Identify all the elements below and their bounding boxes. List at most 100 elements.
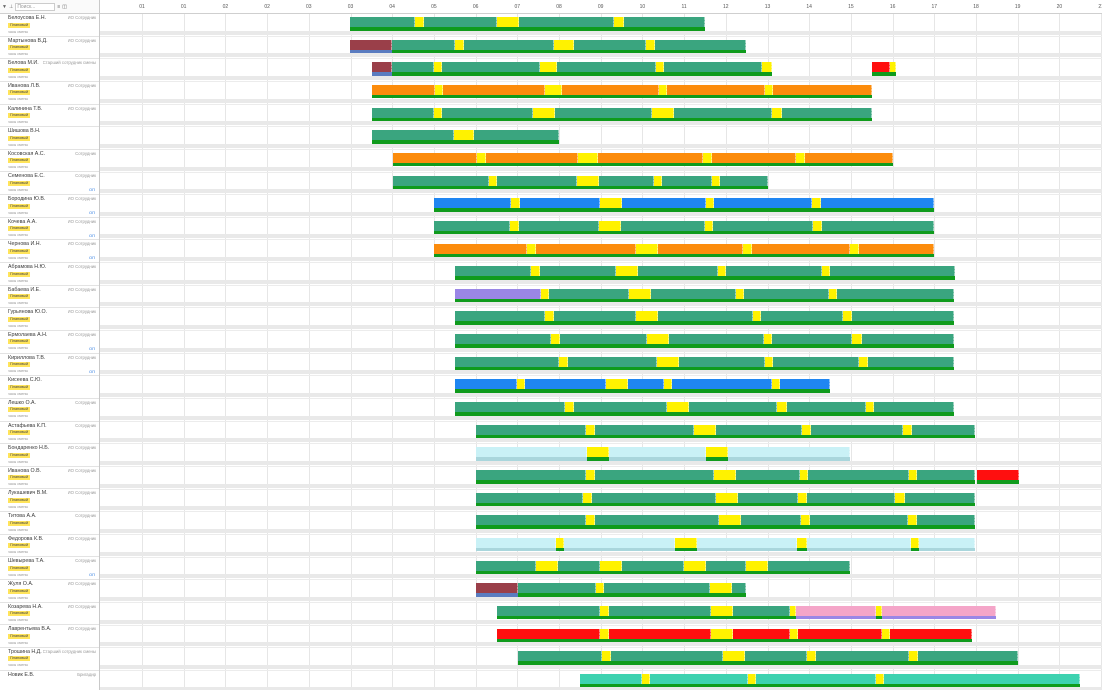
shift-segment[interactable] bbox=[837, 288, 954, 299]
shift-segment[interactable] bbox=[638, 266, 718, 277]
break-segment[interactable] bbox=[706, 198, 714, 209]
break-segment[interactable] bbox=[606, 379, 628, 390]
employee-row[interactable]: Лешко О.А. Сотрудник Плановый часы смены bbox=[0, 399, 99, 422]
shift-segment[interactable] bbox=[890, 628, 972, 639]
shift-segment[interactable] bbox=[651, 288, 736, 299]
shift-segment[interactable] bbox=[595, 470, 714, 480]
break-segment[interactable] bbox=[541, 288, 549, 299]
shift-segment[interactable] bbox=[782, 107, 872, 118]
shift-segment[interactable] bbox=[554, 311, 636, 322]
shift-segment[interactable] bbox=[780, 379, 830, 390]
break-segment[interactable] bbox=[694, 424, 716, 435]
shift-segment[interactable] bbox=[672, 379, 772, 390]
break-segment[interactable] bbox=[711, 605, 733, 616]
break-segment[interactable] bbox=[706, 447, 728, 458]
break-segment[interactable] bbox=[586, 470, 595, 480]
shift-segment[interactable] bbox=[658, 243, 743, 254]
employee-row[interactable]: Белоусова Е.Н. ИО Сотрудник Плановый часы с… bbox=[0, 14, 99, 37]
employee-row[interactable]: Новик Е.В. Бригадир bbox=[0, 671, 99, 690]
shift-segment[interactable] bbox=[884, 673, 1080, 684]
break-segment[interactable] bbox=[654, 175, 662, 186]
shift-segment[interactable] bbox=[519, 220, 599, 231]
shift-segment[interactable] bbox=[609, 447, 706, 458]
break-segment[interactable] bbox=[711, 628, 733, 639]
shift-segment[interactable] bbox=[882, 605, 996, 616]
employee-row[interactable]: Кисеева С.Ю. Плановый часы смены bbox=[0, 376, 99, 399]
shift-segment[interactable] bbox=[919, 537, 975, 548]
break-segment[interactable] bbox=[812, 198, 821, 209]
employee-row[interactable]: Бородина Ю.В. ИО Сотрудник Плановый часы см… bbox=[0, 195, 99, 218]
employee-row[interactable]: Астафьева К.П. Сотрудник Плановый часы смен… bbox=[0, 422, 99, 445]
view-button[interactable]: ◫ bbox=[62, 3, 67, 10]
shift-segment[interactable] bbox=[580, 673, 642, 684]
employee-row[interactable]: Шевырева Т.А. Сотрудник Плановый часы смены… bbox=[0, 557, 99, 581]
break-segment[interactable] bbox=[646, 39, 655, 50]
shift-segment[interactable] bbox=[674, 107, 772, 118]
employee-row[interactable]: Иванова О.В. ИО Сотрудник Плановый часы сме… bbox=[0, 467, 99, 490]
break-segment[interactable] bbox=[616, 266, 638, 277]
break-segment[interactable] bbox=[511, 198, 520, 209]
break-segment[interactable] bbox=[545, 84, 562, 95]
break-segment[interactable] bbox=[850, 243, 859, 254]
shift-segment[interactable] bbox=[476, 447, 587, 458]
shift-segment[interactable] bbox=[549, 288, 629, 299]
break-segment[interactable] bbox=[675, 537, 697, 548]
break-segment[interactable] bbox=[790, 628, 798, 639]
employee-row[interactable]: Жуля О.А. ИО Сотрудник Плановый часы смены bbox=[0, 580, 99, 603]
break-segment[interactable] bbox=[536, 560, 558, 571]
break-segment[interactable] bbox=[716, 492, 738, 503]
break-segment[interactable] bbox=[684, 560, 706, 571]
employee-row[interactable]: Федорова К.В. ИО Сотрудник Плановый часы см… bbox=[0, 535, 99, 558]
shift-segment[interactable] bbox=[393, 175, 489, 186]
break-segment[interactable] bbox=[703, 152, 712, 163]
shift-segment[interactable] bbox=[486, 152, 578, 163]
shift-segment[interactable] bbox=[574, 39, 646, 50]
shift-segment[interactable] bbox=[476, 560, 536, 571]
shift-segment[interactable] bbox=[716, 424, 802, 435]
shift-segment[interactable] bbox=[628, 379, 664, 390]
shift-segment[interactable] bbox=[476, 470, 586, 480]
break-segment[interactable] bbox=[714, 470, 736, 480]
shift-segment[interactable] bbox=[768, 560, 850, 571]
break-segment[interactable] bbox=[866, 402, 874, 413]
break-segment[interactable] bbox=[800, 470, 808, 480]
shift-segment[interactable] bbox=[761, 311, 843, 322]
employee-row[interactable]: Кочева А.А. ИО Сотрудник Плановый часы смен… bbox=[0, 218, 99, 241]
shift-segment[interactable] bbox=[525, 379, 606, 390]
shift-segment[interactable] bbox=[741, 515, 801, 526]
employee-row[interactable]: Белова М.И. Старший сотрудник смены Планов… bbox=[0, 59, 99, 82]
employee-row[interactable]: Шишова В.Н. Плановый часы смены bbox=[0, 127, 99, 150]
shift-segment[interactable] bbox=[562, 84, 659, 95]
break-segment[interactable] bbox=[647, 334, 669, 345]
employee-row[interactable]: Кириллова Т.В. ИО Сотрудник Плановый часы с… bbox=[0, 354, 99, 377]
break-segment[interactable] bbox=[455, 39, 464, 50]
shift-segment[interactable] bbox=[852, 311, 954, 322]
break-segment[interactable] bbox=[629, 288, 651, 299]
shift-segment[interactable] bbox=[434, 220, 510, 231]
break-segment[interactable] bbox=[797, 537, 807, 548]
break-segment[interactable] bbox=[614, 17, 624, 27]
shift-segment[interactable] bbox=[424, 17, 497, 27]
break-segment[interactable] bbox=[554, 39, 574, 50]
break-segment[interactable] bbox=[600, 198, 622, 209]
shift-segment[interactable] bbox=[455, 266, 531, 277]
employee-row[interactable]: Бабаева И.Е. ИО Сотрудник Плановый часы сме… bbox=[0, 286, 99, 309]
shift-segment[interactable] bbox=[574, 402, 667, 413]
shift-segment[interactable] bbox=[714, 198, 812, 209]
break-segment[interactable] bbox=[876, 605, 882, 616]
break-segment[interactable] bbox=[636, 311, 658, 322]
shift-segment[interactable] bbox=[821, 198, 934, 209]
shift-segment[interactable] bbox=[667, 84, 765, 95]
shift-segment[interactable] bbox=[738, 492, 798, 503]
shift-segment[interactable] bbox=[733, 605, 790, 616]
break-segment[interactable] bbox=[903, 424, 912, 435]
shift-segment[interactable] bbox=[476, 537, 556, 548]
shift-segment[interactable] bbox=[679, 356, 765, 367]
break-segment[interactable] bbox=[813, 220, 822, 231]
break-segment[interactable] bbox=[890, 62, 896, 73]
employee-row[interactable]: Косовская А.С. Сотрудник Плановый часы смен… bbox=[0, 150, 99, 173]
shift-segment[interactable] bbox=[568, 356, 657, 367]
break-segment[interactable] bbox=[736, 288, 744, 299]
break-segment[interactable] bbox=[533, 107, 555, 118]
shift-segment[interactable] bbox=[650, 673, 748, 684]
